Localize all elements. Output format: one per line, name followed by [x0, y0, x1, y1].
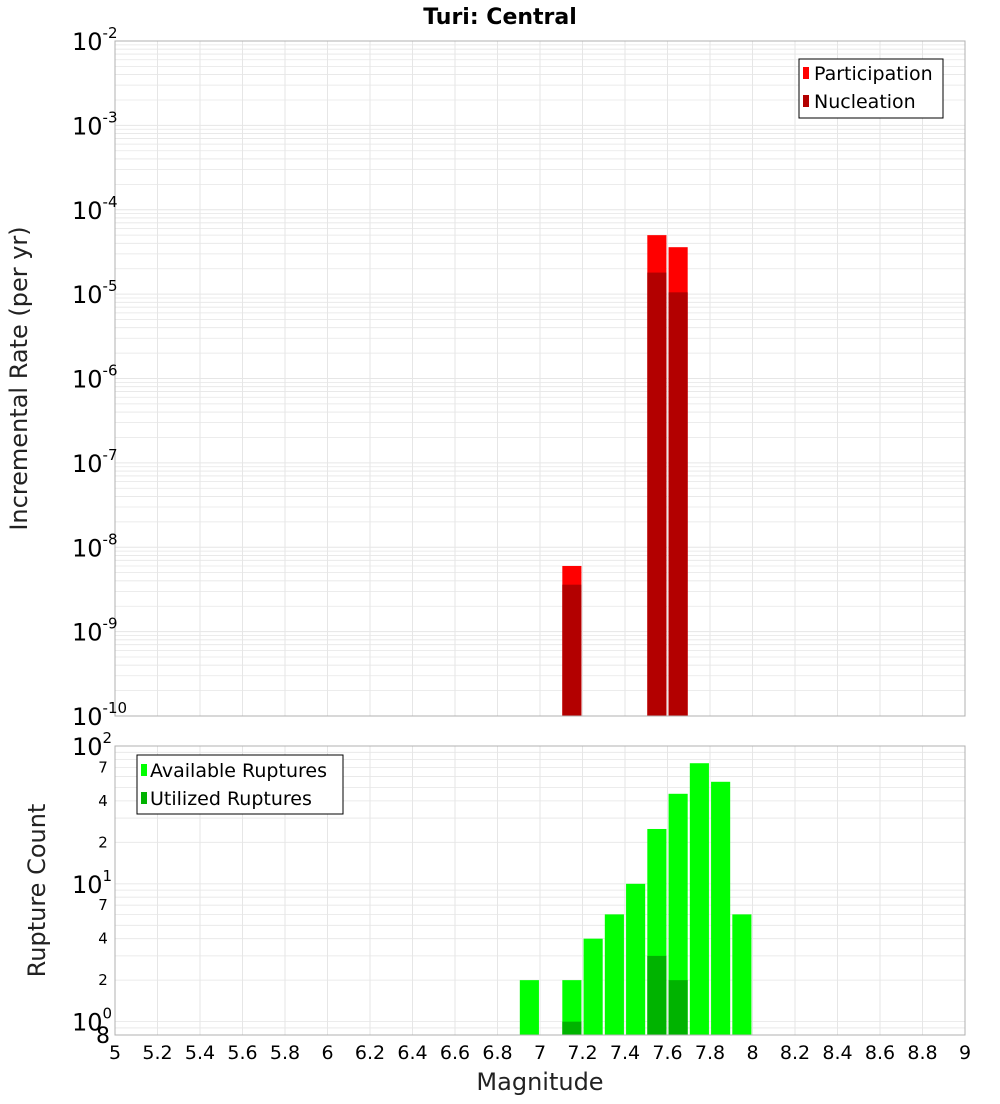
count-legend-swatch [141, 764, 147, 776]
rate-y-tick-exponent: -3 [103, 108, 118, 126]
rate-y-tick-exponent: -10 [103, 699, 128, 717]
rate-legend: Participation Nucleation [798, 58, 944, 119]
count-y-tick-exponent: 2 [103, 729, 113, 747]
count-y-tick-label: 7 [98, 758, 108, 776]
available-ruptures-bar [668, 793, 688, 1035]
rate-y-tick-label: 10-6 [72, 362, 118, 394]
count-legend-label: Utilized Ruptures [150, 788, 312, 810]
available-ruptures-bar [604, 914, 624, 1035]
rate-legend-label: Nucleation [814, 91, 916, 113]
rate-y-tick-label: 10-4 [72, 193, 118, 225]
count-y-tick-label: 7 [98, 896, 108, 914]
x-tick-label: 9 [959, 1042, 971, 1064]
x-tick-label: 5.6 [227, 1042, 257, 1064]
rate-legend-label: Participation [814, 63, 933, 85]
x-tick-label: 8.4 [822, 1042, 852, 1064]
rate-y-tick-label: 10-8 [72, 530, 118, 562]
count-y-tick-label: 2 [98, 971, 108, 989]
chart-title: Turi: Central [423, 5, 577, 30]
x-tick-label: 5 [109, 1042, 121, 1064]
rate-y-tick-label: 10-10 [72, 699, 127, 731]
rate-y-tick-exponent: -8 [103, 530, 118, 548]
x-tick-label: 6.2 [355, 1042, 385, 1064]
rate-y-tick-exponent: -6 [103, 362, 118, 380]
x-tick-label: 6.8 [482, 1042, 512, 1064]
utilized-ruptures-bar [562, 1021, 582, 1035]
count-y-axis-label: Rupture Count [23, 804, 51, 978]
utilized-ruptures-bar [647, 955, 667, 1035]
nucleation-bar [647, 272, 667, 716]
x-tick-label: 8.2 [780, 1042, 810, 1064]
count-y-tick-label: 102 [72, 729, 112, 761]
rate-y-tick-label: 10-7 [72, 446, 118, 478]
rate-y-tick-label: 10-9 [72, 615, 118, 647]
available-ruptures-bar [626, 883, 646, 1035]
count-legend-label: Available Ruptures [150, 760, 327, 782]
x-tick-label: 5.2 [142, 1042, 172, 1064]
rate-panel: 10-10 10-9 10-8 10-7 10-6 10-5 10-4 10-3 10-2 Inc… [5, 24, 966, 731]
x-axis-label: Magnitude [476, 1068, 603, 1096]
rate-legend-swatch [803, 95, 809, 107]
rate-y-tick-label: 10-2 [72, 24, 118, 56]
rate-y-tick-exponent: -7 [103, 446, 118, 464]
x-tick-label: 6 [321, 1042, 333, 1064]
x-tick-label: 5.8 [270, 1042, 300, 1064]
x-tick-label: 7.2 [567, 1042, 597, 1064]
count-legend-swatch [141, 792, 147, 804]
count-y-tick-label: 4 [98, 930, 108, 948]
x-tick-label: 6.6 [440, 1042, 470, 1064]
rate-y-tick-exponent: -4 [103, 193, 118, 211]
count-plot-frame [114, 745, 966, 1036]
count-y-tick-exponent: 1 [103, 867, 113, 885]
x-tick-label: 7.8 [695, 1042, 725, 1064]
x-tick-label: 7 [534, 1042, 546, 1064]
count-y-tick-exponent: 0 [103, 1005, 113, 1023]
rate-y-tick-label: 10-3 [72, 108, 118, 140]
nucleation-bar [562, 584, 582, 716]
available-ruptures-bar [732, 914, 752, 1035]
available-ruptures-bar [583, 938, 603, 1035]
available-ruptures-bar [519, 980, 539, 1035]
rate-y-tick-exponent: -9 [103, 615, 118, 633]
rate-legend-box [798, 58, 944, 119]
count-y-tick-label: 2 [98, 833, 108, 851]
x-tick-label: 8.8 [907, 1042, 937, 1064]
rate-y-axis-label: Incremental Rate (per yr) [5, 226, 33, 530]
count-y-tick-label: 4 [98, 792, 108, 810]
available-ruptures-bar [562, 980, 582, 1035]
count-legend-box [136, 754, 344, 815]
rate-legend-swatch [803, 67, 809, 79]
x-tick-label: 8 [746, 1042, 758, 1064]
x-tick-label: 8.6 [865, 1042, 895, 1064]
x-tick-label: 7.6 [652, 1042, 682, 1064]
rate-plot-frame [114, 40, 966, 717]
x-tick-label: 6.4 [397, 1042, 427, 1064]
available-ruptures-bar [689, 763, 709, 1035]
x-tick-label: 5.4 [185, 1042, 215, 1064]
count-y-tick-label: 101 [72, 867, 112, 899]
rate-y-tick-label: 10-5 [72, 277, 118, 309]
x-tick-label: 7.4 [610, 1042, 640, 1064]
utilized-ruptures-bar [668, 980, 688, 1035]
count-legend: Available Ruptures Utilized Ruptures [136, 754, 344, 815]
rate-y-tick-exponent: -2 [103, 24, 118, 42]
count-y-tick-label: 8 [96, 1024, 110, 1049]
nucleation-bar [668, 292, 688, 716]
rate-y-tick-exponent: -5 [103, 277, 118, 295]
available-ruptures-bar [711, 781, 731, 1035]
